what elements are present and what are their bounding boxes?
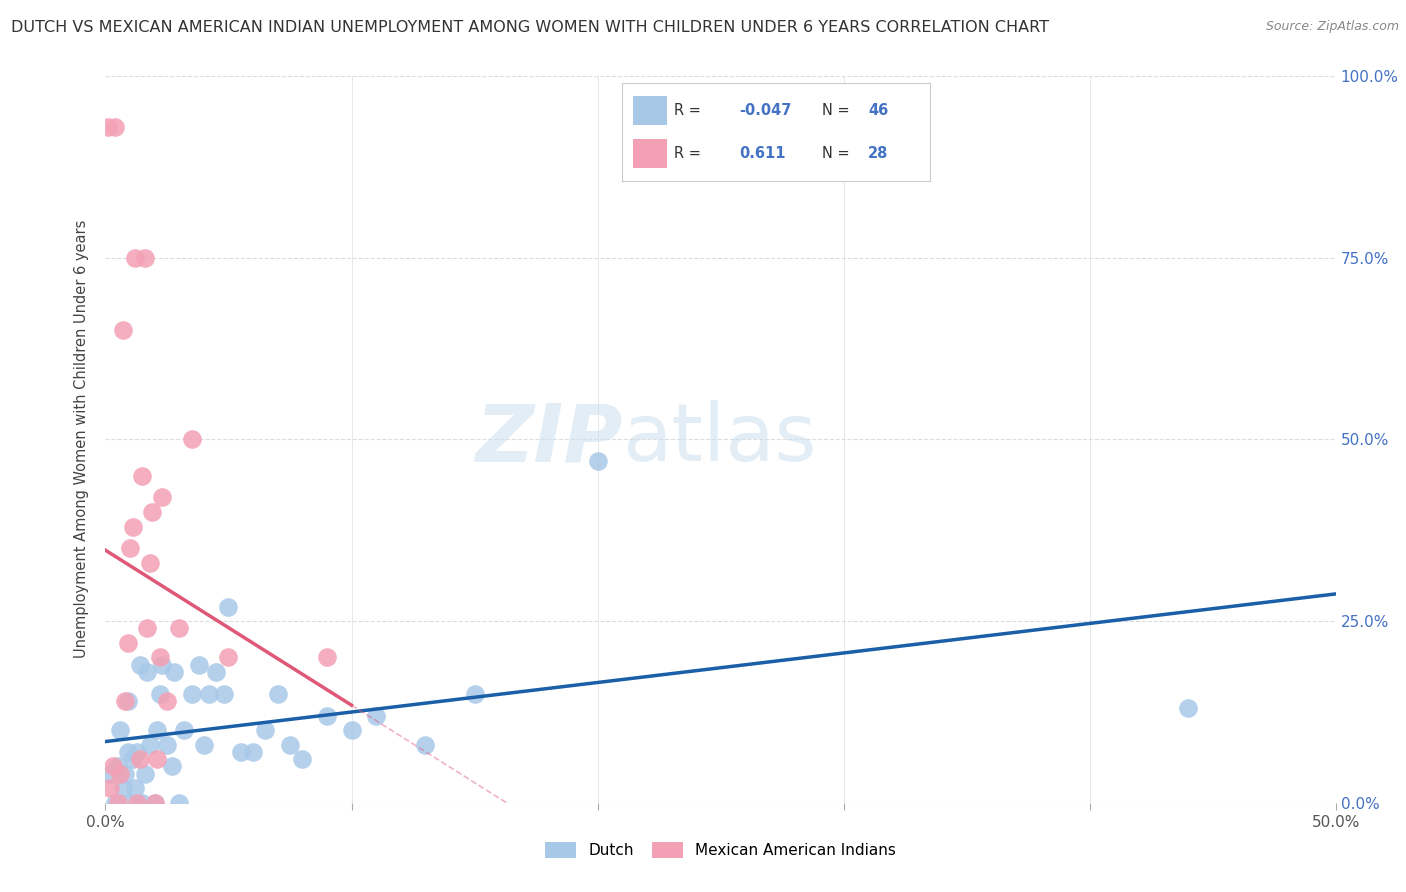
Point — [586, 454, 609, 468]
Point — [134, 251, 156, 265]
Point — [150, 657, 173, 672]
Point — [149, 650, 172, 665]
Point — [229, 745, 252, 759]
Point — [173, 723, 195, 737]
Point — [98, 766, 122, 780]
Point — [254, 723, 277, 737]
Point — [156, 738, 179, 752]
Point — [242, 745, 264, 759]
Point — [107, 759, 129, 773]
Point — [180, 687, 202, 701]
Point — [136, 621, 159, 635]
Legend: Dutch, Mexican American Indians: Dutch, Mexican American Indians — [540, 836, 901, 864]
Point — [114, 694, 136, 708]
Point — [124, 781, 146, 796]
Point — [146, 723, 169, 737]
Point — [127, 745, 149, 759]
Point — [141, 505, 163, 519]
Point — [205, 665, 228, 679]
Point — [143, 796, 166, 810]
Point — [415, 738, 437, 752]
Point — [117, 636, 139, 650]
Point — [111, 781, 134, 796]
Point — [218, 650, 240, 665]
Point — [98, 781, 122, 796]
Point — [114, 766, 136, 780]
Point — [138, 556, 162, 570]
Point — [193, 738, 215, 752]
Point — [149, 687, 172, 701]
Point — [111, 323, 134, 337]
Point — [169, 621, 191, 635]
Point — [146, 752, 169, 766]
Point — [117, 694, 139, 708]
Point — [136, 665, 159, 679]
Point — [120, 541, 141, 556]
Point — [163, 665, 186, 679]
Point — [120, 796, 141, 810]
Point — [315, 650, 337, 665]
Point — [1177, 701, 1199, 715]
Text: Source: ZipAtlas.com: Source: ZipAtlas.com — [1265, 20, 1399, 33]
Point — [117, 745, 139, 759]
Point — [143, 796, 166, 810]
Point — [110, 723, 132, 737]
Point — [129, 657, 152, 672]
Point — [218, 599, 240, 614]
Point — [278, 738, 301, 752]
Text: DUTCH VS MEXICAN AMERICAN INDIAN UNEMPLOYMENT AMONG WOMEN WITH CHILDREN UNDER 6 : DUTCH VS MEXICAN AMERICAN INDIAN UNEMPLO… — [11, 20, 1049, 35]
Point — [156, 694, 179, 708]
Point — [180, 433, 202, 447]
Point — [124, 251, 146, 265]
Point — [110, 766, 132, 780]
Point — [107, 796, 129, 810]
Point — [127, 796, 149, 810]
Point — [134, 766, 156, 780]
Point — [121, 519, 143, 533]
Point — [366, 708, 388, 723]
Text: ZIP: ZIP — [475, 401, 621, 478]
Point — [160, 759, 183, 773]
Y-axis label: Unemployment Among Women with Children Under 6 years: Unemployment Among Women with Children U… — [73, 220, 89, 658]
Point — [101, 759, 124, 773]
Point — [150, 491, 173, 505]
Point — [188, 657, 211, 672]
Point — [212, 687, 235, 701]
Point — [169, 796, 191, 810]
Point — [138, 738, 162, 752]
Point — [267, 687, 290, 701]
Point — [340, 723, 363, 737]
Point — [129, 752, 152, 766]
Point — [121, 752, 143, 766]
Text: atlas: atlas — [621, 401, 817, 478]
Point — [291, 752, 314, 766]
Point — [131, 796, 153, 810]
Point — [315, 708, 337, 723]
Point — [104, 120, 127, 134]
Point — [197, 687, 221, 701]
Point — [464, 687, 486, 701]
Point — [97, 120, 120, 134]
Point — [104, 796, 127, 810]
Point — [131, 468, 153, 483]
